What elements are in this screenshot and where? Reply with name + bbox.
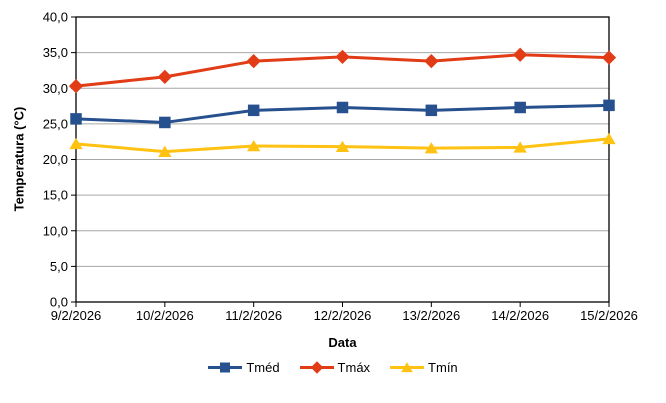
marker-diamond [513, 47, 528, 62]
legend-label: Tmáx [337, 359, 371, 375]
x-tick-label: 13/2/2026 [402, 308, 460, 323]
x-tick-label: 9/2/2026 [51, 308, 102, 323]
marker-diamond [601, 50, 617, 65]
y-tick-label: 25,0 [43, 116, 68, 131]
marker-diamond [335, 49, 350, 65]
marker-square [70, 113, 82, 125]
marker-triangle [335, 140, 350, 152]
marker-square [220, 362, 231, 372]
y-tick-label: 20,0 [43, 152, 68, 167]
legend: Tméd Tmáx Tmín [0, 358, 666, 376]
y-tick-label: 0,0 [50, 295, 68, 310]
marker-triangle [69, 137, 83, 150]
marker-square [603, 99, 615, 112]
x-tick-label: 10/2/2026 [136, 308, 194, 323]
y-tick-label: 10,0 [43, 223, 68, 238]
marker-diamond [157, 69, 172, 84]
legend-item-Tmín: Tmín [390, 360, 458, 375]
y-tick-label: 5,0 [50, 259, 68, 274]
marker-triangle [513, 141, 527, 153]
marker-square [247, 104, 260, 117]
legend-item-Tmáx: Tmáx [299, 359, 371, 375]
marker-square [336, 101, 349, 114]
y-tick-label: 40,0 [43, 10, 68, 25]
x-axis-title: Data [328, 335, 357, 350]
x-tick-label: 15/2/2026 [580, 308, 638, 323]
y-axis-title: Temperatura (°C) [11, 106, 27, 212]
legend-marker-triangle [390, 361, 425, 372]
marker-square [159, 116, 171, 129]
marker-triangle [424, 142, 439, 154]
legend-label: Tmín [428, 359, 458, 375]
x-tick-label: 14/2/2026 [491, 308, 549, 323]
marker-diamond [424, 54, 439, 69]
y-tick-label: 15,0 [43, 188, 68, 203]
marker-triangle [401, 361, 413, 372]
legend-item-Tméd: Tméd [208, 359, 280, 375]
marker-triangle [158, 145, 172, 157]
y-tick-label: 35,0 [43, 45, 68, 60]
marker-diamond [68, 78, 84, 94]
marker-square [425, 104, 438, 117]
y-tick-label: 30,0 [43, 81, 68, 96]
x-tick-label: 12/2/2026 [314, 308, 372, 323]
marker-diamond [246, 54, 261, 69]
x-tick-label: 11/2/2026 [225, 308, 282, 323]
legend-marker-diamond [299, 360, 334, 374]
marker-square [514, 101, 526, 114]
marker-triangle [602, 132, 616, 145]
marker-diamond [310, 360, 323, 374]
legend-marker-square [208, 362, 243, 372]
legend-label: Tméd [246, 359, 280, 375]
marker-triangle [246, 139, 261, 152]
